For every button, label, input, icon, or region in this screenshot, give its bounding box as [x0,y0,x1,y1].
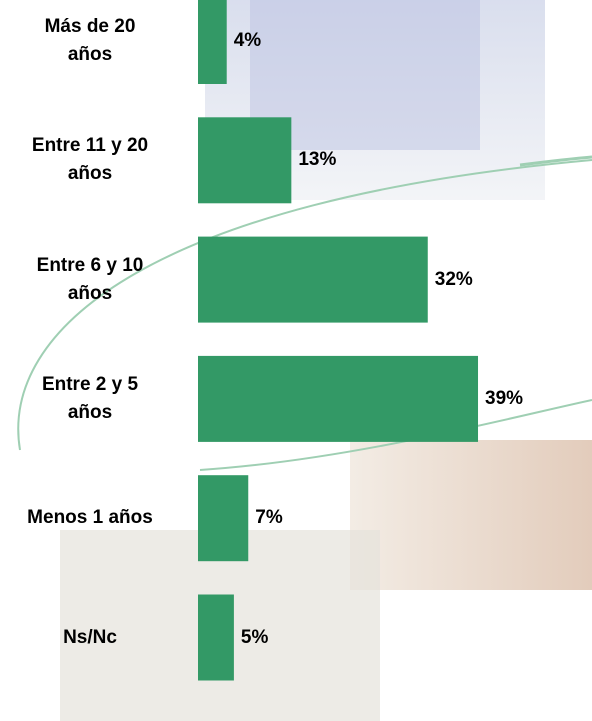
value-label: 32% [435,269,473,291]
category-label: Más de 20 años [0,13,185,69]
category-label: Menos 1 años [0,504,185,532]
bar [198,237,428,323]
bar [198,356,478,442]
category-label: Ns/Nc [0,624,185,652]
chart-canvas [0,0,592,721]
value-label: 7% [255,507,282,529]
background-photo [350,440,592,590]
value-label: 4% [234,30,261,52]
bar [198,0,227,84]
category-label: Entre 6 y 10 años [0,252,185,308]
value-label: 39% [485,388,523,410]
value-label: 5% [241,627,268,649]
chart: Más de 20 años 4% Entre 11 y 20 años 13% Ent… [0,0,592,721]
bar [198,117,291,203]
bar [198,475,248,561]
category-label: Entre 11 y 20 años [0,132,185,188]
bar [198,595,234,681]
value-label: 13% [298,149,336,171]
category-label: Entre 2 y 5 años [0,371,185,427]
